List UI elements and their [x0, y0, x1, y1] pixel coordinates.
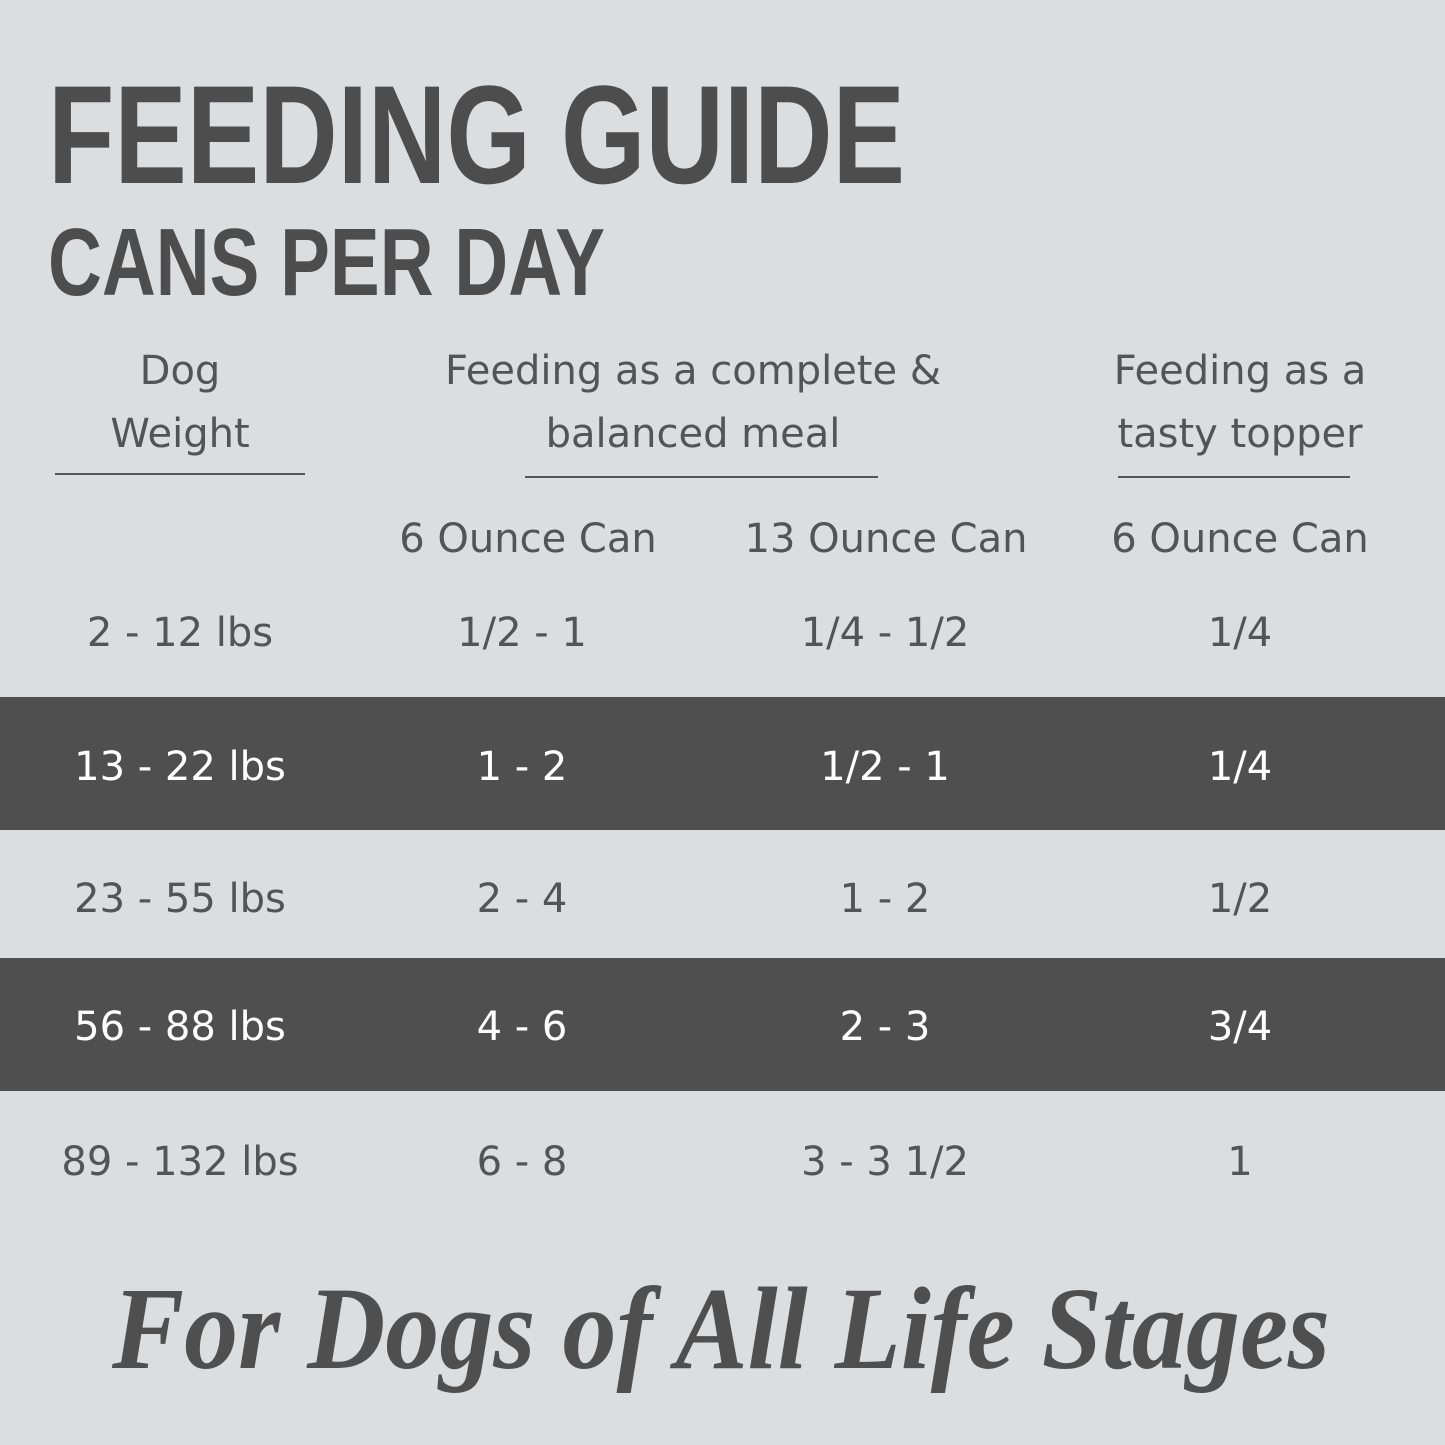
group-header: Feeding as a: [1114, 348, 1367, 394]
tagline: For Dogs of All Life Stages: [111, 1263, 1330, 1394]
table-cell: 2 - 3: [840, 1004, 931, 1050]
group-header: balanced meal: [546, 411, 841, 457]
table-cell: 89 - 132 lbs: [61, 1139, 298, 1185]
table-cell: 4 - 6: [477, 1004, 568, 1050]
table-cell: 3 - 3 1/2: [801, 1139, 969, 1185]
group-header: Feeding as a complete &: [445, 348, 941, 394]
row-band: [0, 697, 1445, 830]
table-cell: 1/2 - 1: [820, 744, 950, 790]
table-cell: 3/4: [1208, 1004, 1272, 1050]
table-cell: 6 - 8: [477, 1139, 568, 1185]
table-cell: 1: [1227, 1139, 1252, 1185]
table-cell: 1/2: [1208, 876, 1272, 922]
table-cell: 56 - 88 lbs: [74, 1004, 286, 1050]
table-cell: 1 - 2: [840, 876, 931, 922]
group-header: tasty topper: [1117, 411, 1363, 457]
group-header: Dog: [140, 348, 221, 394]
table-cell: 13 - 22 lbs: [74, 744, 286, 790]
table-cell: 1/2 - 1: [457, 610, 587, 656]
title: FEEDING GUIDE: [48, 56, 905, 213]
table-cell: 1/4: [1208, 610, 1272, 656]
table-cell: 1/4: [1208, 744, 1272, 790]
subtitle: CANS PER DAY: [48, 209, 605, 316]
table-cell: 1 - 2: [477, 744, 568, 790]
group-header: Weight: [110, 411, 249, 457]
column-header: 6 Ounce Can: [1111, 516, 1368, 562]
table-cell: 1/4 - 1/2: [801, 610, 970, 656]
table-cell: 2 - 12 lbs: [87, 610, 273, 656]
table-cell: 2 - 4: [477, 876, 568, 922]
column-header: 6 Ounce Can: [399, 516, 656, 562]
table-cell: 23 - 55 lbs: [74, 876, 286, 922]
column-header: 13 Ounce Can: [745, 516, 1028, 562]
row-band: [0, 958, 1445, 1091]
